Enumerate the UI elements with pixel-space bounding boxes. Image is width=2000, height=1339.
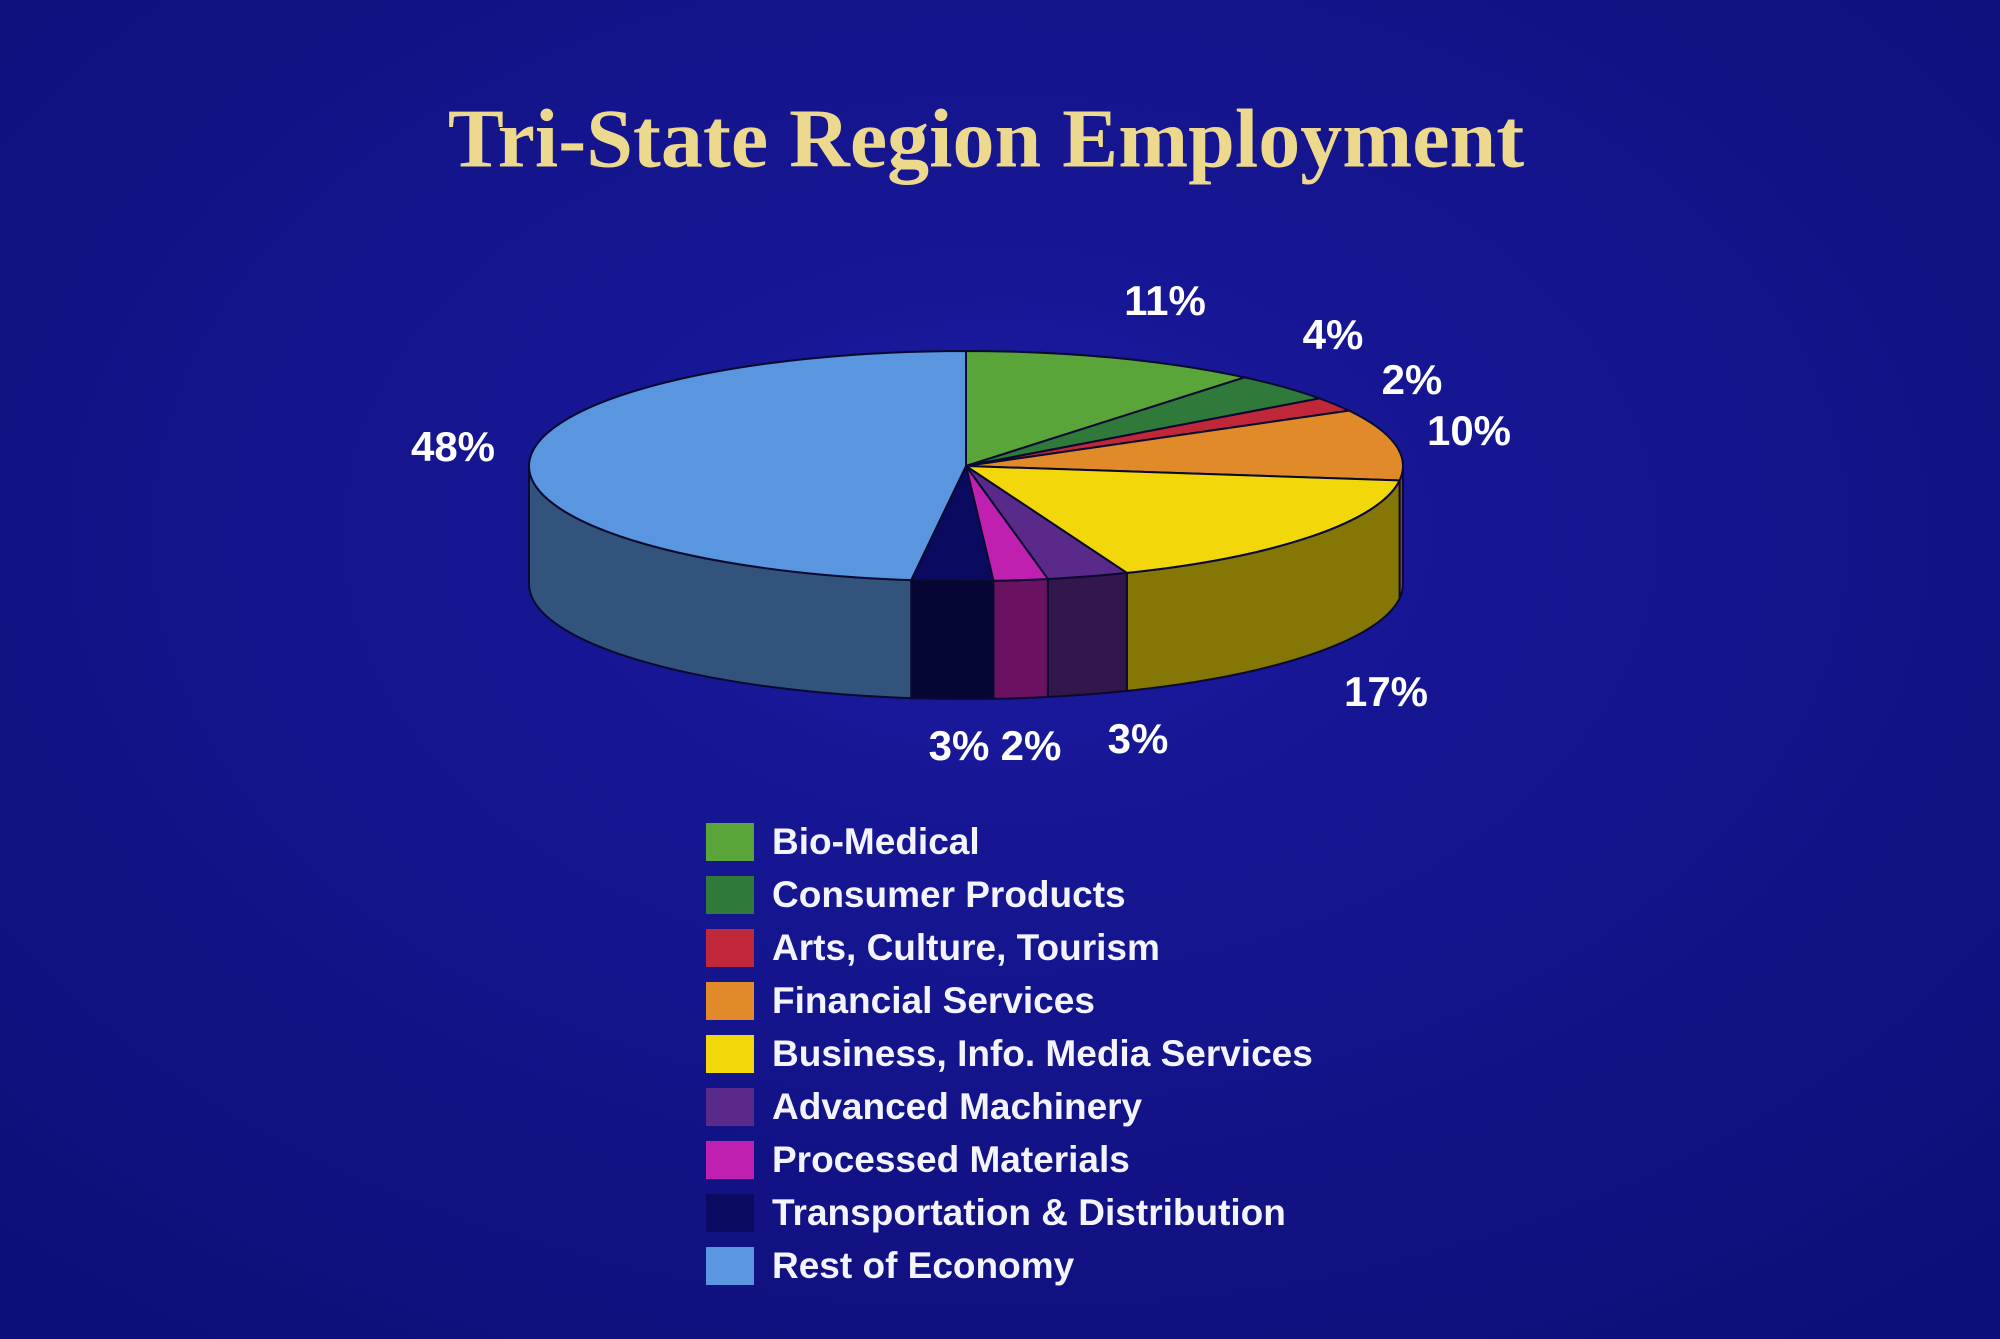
data-label: 2%: [1001, 722, 1062, 769]
data-label: 17%: [1344, 668, 1428, 715]
legend-label: Arts, Culture, Tourism: [772, 927, 1160, 968]
legend-swatch: [706, 1035, 754, 1073]
slice-side: [910, 579, 995, 700]
legend-label: Business, Info. Media Services: [772, 1033, 1313, 1074]
data-label: 4%: [1303, 311, 1364, 358]
legend-swatch: [706, 1088, 754, 1126]
slice: [962, 464, 1402, 693]
legend-label: Financial Services: [772, 980, 1095, 1021]
legend-swatch: [706, 929, 754, 967]
legend-label: Consumer Products: [772, 874, 1126, 915]
slice: [528, 349, 967, 700]
legend-label: Bio-Medical: [772, 821, 980, 862]
slice: [965, 349, 1249, 468]
data-label: 48%: [411, 423, 495, 470]
slice-side: [1046, 571, 1128, 699]
legend-swatch: [706, 876, 754, 914]
legend-label: Processed Materials: [772, 1139, 1130, 1180]
data-label: 3%: [1108, 715, 1169, 762]
slice-top: [965, 349, 1249, 468]
data-label: 2%: [1382, 356, 1443, 403]
legend-swatch: [706, 982, 754, 1020]
legend-label: Advanced Machinery: [772, 1086, 1143, 1127]
data-label: 10%: [1427, 407, 1511, 454]
slice-top: [965, 409, 1404, 482]
slice: [909, 463, 995, 700]
slice-top: [962, 464, 1402, 574]
slice-top: [528, 349, 967, 582]
legend-swatch: [706, 1141, 754, 1179]
legend-swatch: [706, 823, 754, 861]
data-label: 3%: [929, 722, 990, 769]
data-label: 11%: [1124, 277, 1206, 324]
chart-title: Tri-State Region Employment: [448, 92, 1524, 185]
legend-swatch: [706, 1194, 754, 1232]
legend-label: Transportation & Distribution: [772, 1192, 1286, 1233]
slice: [965, 465, 1050, 700]
legend-label: Rest of Economy: [772, 1245, 1075, 1286]
legend-swatch: [706, 1247, 754, 1285]
slice-side: [992, 577, 1049, 700]
